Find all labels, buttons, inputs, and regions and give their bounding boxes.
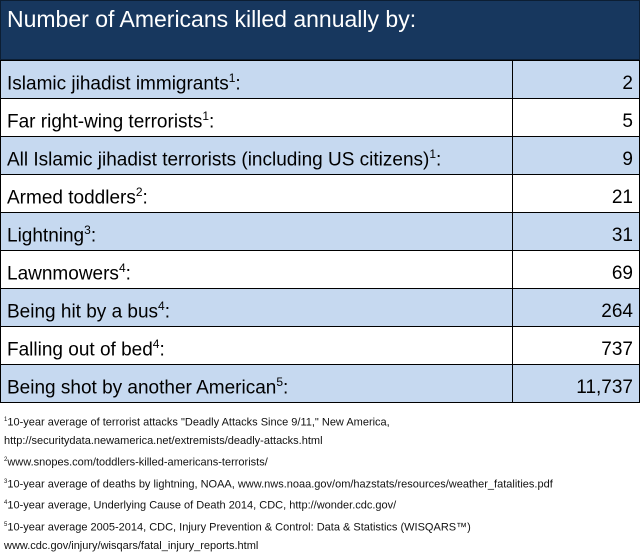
row-label: All Islamic jihadist terrorists (includi…: [0, 136, 513, 175]
table-row: Lawnmowers4: 69: [0, 250, 640, 289]
row-value: 264: [512, 288, 640, 327]
footnotes: 110-year average of terrorist attacks "D…: [0, 403, 640, 556]
table-row: Armed toddlers2: 21: [0, 174, 640, 213]
row-label: Being hit by a bus4:: [0, 288, 513, 327]
table-row: Being shot by another American5: 11,737: [0, 364, 640, 403]
table-row: Falling out of bed4: 737: [0, 326, 640, 365]
footnote-ref: 2: [135, 184, 143, 199]
table-row: All Islamic jihadist terrorists (includi…: [0, 136, 640, 175]
row-label: Islamic jihadist immigrants1:: [0, 60, 513, 99]
table-title: Number of Americans killed annually by:: [0, 0, 640, 60]
table-row: Far right-wing terrorists1: 5: [0, 98, 640, 137]
table-row: Lightning3: 31: [0, 212, 640, 251]
row-label: Being shot by another American5:: [0, 364, 513, 403]
footnote-number: 2: [4, 457, 8, 464]
footnote-line: http://securitydata.newamerica.net/extre…: [4, 435, 323, 448]
footnote-line: 510-year average 2005-2014, CDC, Injury …: [4, 521, 471, 534]
row-value: 2: [512, 60, 640, 99]
footnote-ref: 1: [228, 70, 236, 85]
row-value: 5: [512, 98, 640, 137]
row-label: Falling out of bed4:: [0, 326, 513, 365]
footnote-number: 1: [4, 417, 8, 423]
footnote-ref: 5: [276, 374, 284, 389]
row-value: 9: [512, 136, 640, 175]
footnote-number: 5: [4, 521, 8, 528]
footnote-ref: 1: [429, 146, 437, 161]
footnote-ref: 1: [202, 108, 210, 123]
footnote-line: 310-year average of deaths by lightning,…: [4, 478, 553, 491]
footnote-number: 4: [4, 500, 8, 507]
footnote-line: 410-year average, Underlying Cause of De…: [4, 499, 397, 512]
row-value: 31: [512, 212, 640, 251]
row-value: 21: [512, 174, 640, 213]
footnote-ref: 4: [118, 260, 126, 275]
row-value: 69: [512, 250, 640, 289]
footnote-ref: 3: [84, 222, 91, 237]
row-label: Lightning3:: [0, 212, 513, 251]
row-label: Lawnmowers4:: [0, 250, 513, 289]
row-value: 11,737: [512, 364, 640, 403]
footnote-ref: 4: [152, 336, 160, 351]
row-label: Far right-wing terrorists1:: [0, 98, 513, 137]
footnote-line: 2www.snopes.com/toddlers-killed-american…: [4, 456, 268, 469]
deaths-table: Islamic jihadist immigrants1: 2 Far right-…: [0, 60, 640, 403]
table-row: Being hit by a bus4: 264: [0, 288, 640, 327]
row-label: Armed toddlers2:: [0, 174, 513, 213]
table-row: Islamic jihadist immigrants1: 2: [0, 60, 640, 99]
footnote-line: 110-year average of terrorist attacks "D…: [4, 416, 390, 429]
row-value: 737: [512, 326, 640, 365]
footnote-ref: 4: [158, 298, 165, 313]
footnote-number: 3: [4, 478, 8, 485]
footnote-line: www.cdc.gov/injury/wisqars/fatal_injury_…: [4, 540, 259, 553]
